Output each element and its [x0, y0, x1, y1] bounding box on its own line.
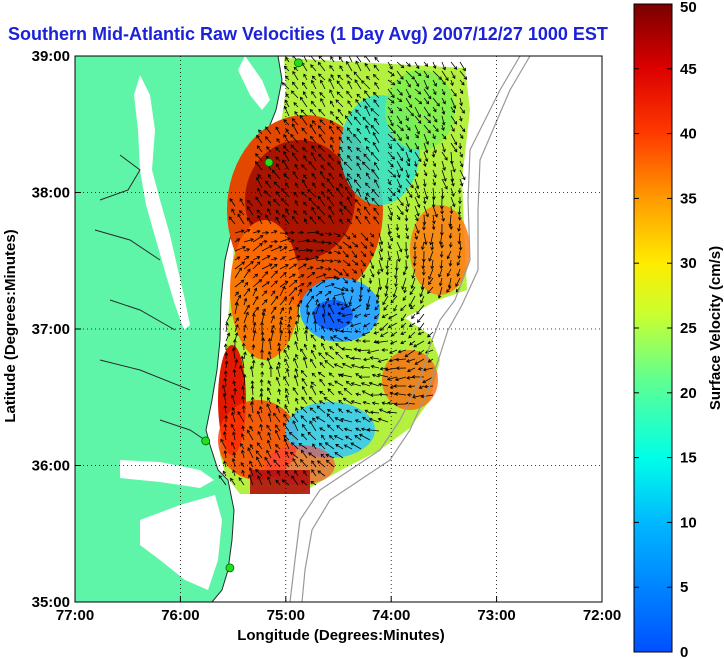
- pamlico-sound: [140, 495, 222, 590]
- colorbar-tick-label: 5: [680, 579, 688, 596]
- colorbar-tick-label: 50: [680, 0, 697, 16]
- colorbar-tick-label: 40: [680, 126, 697, 143]
- y-axis: 39:00 38:00 37:00 36:00 35:00: [32, 48, 81, 611]
- colorbar-label: Surface Velocity (cm/s): [707, 246, 724, 410]
- map-grid: [75, 56, 602, 602]
- colorbar-ticks: 0 5 10 15 20 25 30 35 40 45 50: [634, 0, 697, 659]
- colorbar-tick-label: 30: [680, 255, 697, 272]
- delaware-bay: [238, 56, 270, 110]
- y-tick-label: 38:00: [32, 185, 70, 202]
- station-marker: [294, 58, 303, 68]
- colorbar-tick-label: 25: [680, 320, 697, 337]
- y-tick-label: 36:00: [32, 458, 70, 475]
- albemarle-sound: [120, 460, 214, 488]
- bathymetry-contours: [289, 56, 531, 602]
- map-title: Southern Mid-Atlantic Raw Velocities (1 …: [8, 24, 608, 44]
- x-tick-label: 75:00: [267, 607, 305, 624]
- x-tick-label: 73:00: [477, 607, 515, 624]
- colorbar-tick-label: 0: [680, 644, 688, 659]
- colorbar-tick-label: 35: [680, 190, 697, 207]
- radar-stations: [201, 58, 303, 573]
- colorbar-tick-label: 45: [680, 61, 697, 78]
- x-tick-label: 74:00: [372, 607, 410, 624]
- chesapeake-bay: [134, 75, 190, 330]
- coastline: [94, 56, 283, 602]
- x-axis-label: Longitude (Degrees:Minutes): [237, 627, 445, 644]
- colorbar-tick-label: 15: [680, 450, 697, 467]
- x-tick-label: 72:00: [583, 607, 621, 624]
- y-axis-label: Latitude (Degrees:Minutes): [2, 229, 19, 422]
- y-tick-label: 39:00: [32, 48, 70, 65]
- x-axis: 77:00 76:00 75:00 74:00 73:00 72:00: [56, 596, 621, 624]
- x-tick-label: 77:00: [56, 607, 94, 624]
- colorbar: [633, 3, 673, 653]
- station-marker: [225, 563, 235, 573]
- y-tick-label: 37:00: [32, 321, 70, 338]
- station-marker: [201, 436, 211, 446]
- station-marker: [264, 158, 274, 167]
- x-tick-label: 76:00: [161, 607, 199, 624]
- colorbar-tick-label: 10: [680, 514, 697, 531]
- y-tick-label: 35:00: [32, 594, 70, 611]
- colorbar-tick-label: 20: [680, 385, 697, 402]
